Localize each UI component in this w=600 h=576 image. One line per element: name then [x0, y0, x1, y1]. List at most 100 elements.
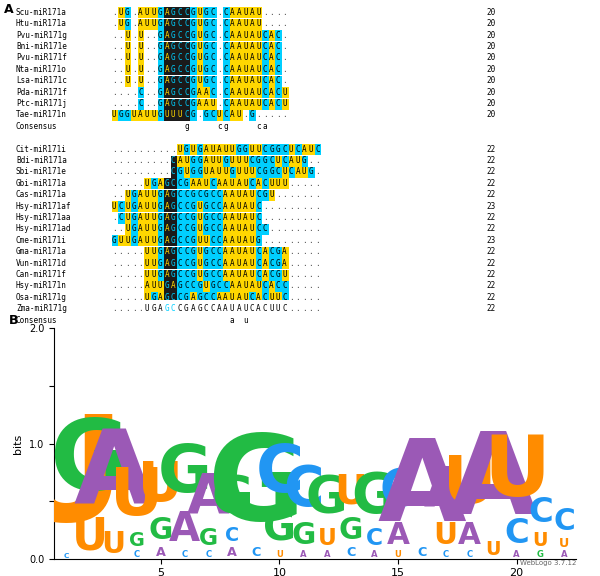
Text: U: U [243, 168, 248, 176]
Text: .: . [289, 190, 293, 199]
Text: G: G [338, 516, 363, 545]
Text: .: . [112, 190, 116, 199]
Bar [223, 281, 230, 292]
Text: C: C [263, 54, 267, 62]
Text: U: U [243, 88, 248, 97]
Bar [164, 258, 170, 269]
Text: A: A [236, 19, 241, 28]
Text: .: . [151, 54, 156, 62]
Bar [275, 167, 282, 178]
Bar [197, 293, 203, 304]
Text: A: A [178, 156, 182, 165]
Text: U: U [145, 202, 149, 211]
Text: U: U [256, 42, 261, 51]
Text: U: U [302, 168, 307, 176]
Text: Scu-miR171a: Scu-miR171a [16, 7, 67, 17]
Text: A: A [230, 236, 235, 245]
Bar [269, 270, 275, 281]
Text: A: A [217, 293, 221, 302]
Text: U: U [197, 259, 202, 268]
Text: C: C [223, 19, 228, 28]
Text: C: C [184, 224, 188, 233]
Text: C: C [282, 281, 287, 290]
Text: U: U [171, 111, 176, 119]
Text: 20: 20 [486, 54, 495, 62]
Bar [210, 179, 217, 190]
Text: U: U [230, 156, 235, 165]
Text: C: C [178, 99, 182, 108]
Text: 20: 20 [486, 88, 495, 97]
Text: C: C [442, 550, 449, 559]
Bar [177, 87, 184, 98]
Text: A: A [250, 31, 254, 40]
Text: 20: 20 [486, 76, 495, 85]
Text: C: C [217, 202, 221, 211]
Text: .: . [295, 293, 300, 302]
Text: C: C [217, 213, 221, 222]
Text: G: G [191, 65, 195, 74]
Text: .: . [112, 213, 116, 222]
Bar [262, 293, 269, 304]
Bar [242, 258, 249, 269]
Bar [210, 304, 217, 315]
Bar [249, 258, 256, 269]
Text: U: U [184, 156, 188, 165]
Text: G: G [119, 111, 123, 119]
Bar [138, 110, 145, 121]
Text: C: C [171, 156, 176, 165]
Bar [203, 76, 210, 87]
Text: .: . [269, 19, 274, 28]
Text: A: A [256, 304, 261, 313]
Bar [223, 144, 230, 155]
Text: A: A [282, 259, 287, 268]
Bar [242, 179, 249, 190]
Bar [236, 167, 242, 178]
Text: .: . [302, 179, 307, 188]
Text: .: . [302, 270, 307, 279]
Text: Cit-miR171i: Cit-miR171i [16, 145, 67, 154]
Text: G: G [151, 304, 156, 313]
Text: U: U [197, 236, 202, 245]
Bar [125, 213, 131, 223]
Bar [184, 76, 190, 87]
Bar [177, 110, 184, 121]
Bar [230, 167, 236, 178]
Text: G: G [207, 429, 304, 545]
Text: A: A [236, 54, 241, 62]
Bar [177, 65, 184, 75]
Text: .: . [112, 88, 116, 97]
Bar [190, 76, 197, 87]
Text: A: A [138, 190, 143, 199]
Text: .: . [276, 7, 280, 17]
Bar [138, 87, 145, 98]
Bar [249, 31, 256, 41]
Bar [262, 270, 269, 281]
Text: C: C [204, 304, 208, 313]
Bar [170, 213, 177, 223]
Text: U: U [243, 99, 248, 108]
Text: .: . [197, 111, 202, 119]
Bar [230, 213, 236, 223]
Bar [210, 270, 217, 281]
Bar [151, 213, 158, 223]
Bar [230, 224, 236, 235]
Text: U: U [197, 224, 202, 233]
Text: G: G [191, 7, 195, 17]
Text: G: G [191, 236, 195, 245]
Bar [190, 167, 197, 178]
Text: G: G [171, 270, 176, 279]
Text: U: U [256, 54, 261, 62]
Text: Htu-miR171a: Htu-miR171a [16, 19, 67, 28]
Bar [223, 293, 230, 304]
Bar [145, 110, 151, 121]
Text: A: A [230, 65, 235, 74]
Bar [275, 53, 282, 64]
Text: .: . [112, 270, 116, 279]
Text: G: G [197, 293, 202, 302]
Text: C: C [223, 31, 228, 40]
Text: A: A [204, 156, 208, 165]
Text: U: U [145, 213, 149, 222]
Text: G: G [112, 236, 116, 245]
Text: U: U [334, 473, 367, 513]
Text: g: g [184, 122, 188, 131]
